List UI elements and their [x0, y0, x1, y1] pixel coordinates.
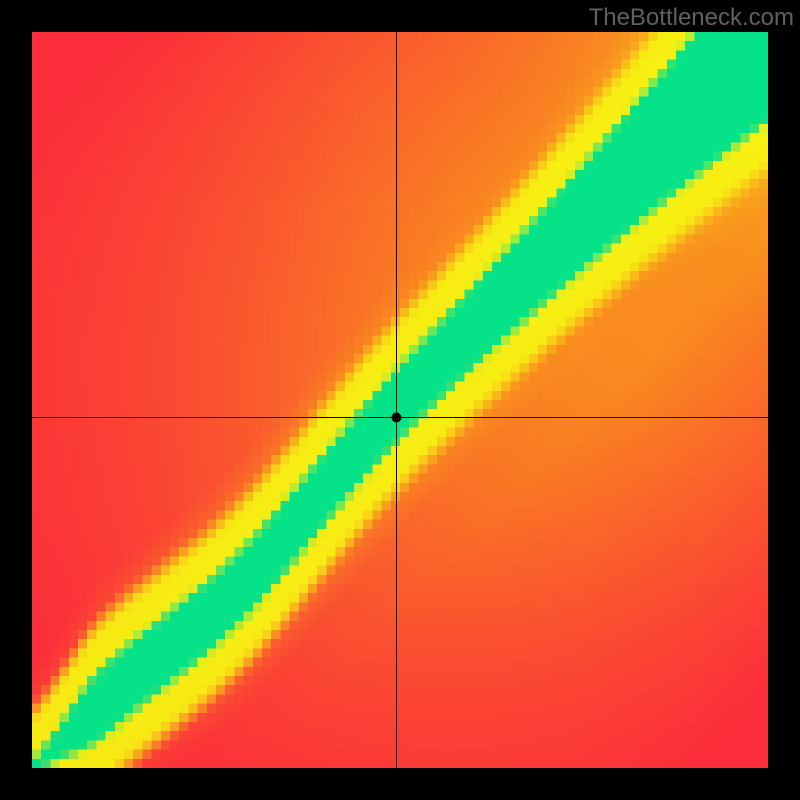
crosshair-overlay	[32, 32, 768, 768]
source-watermark: TheBottleneck.com	[589, 4, 794, 32]
heatmap-container	[32, 32, 768, 768]
